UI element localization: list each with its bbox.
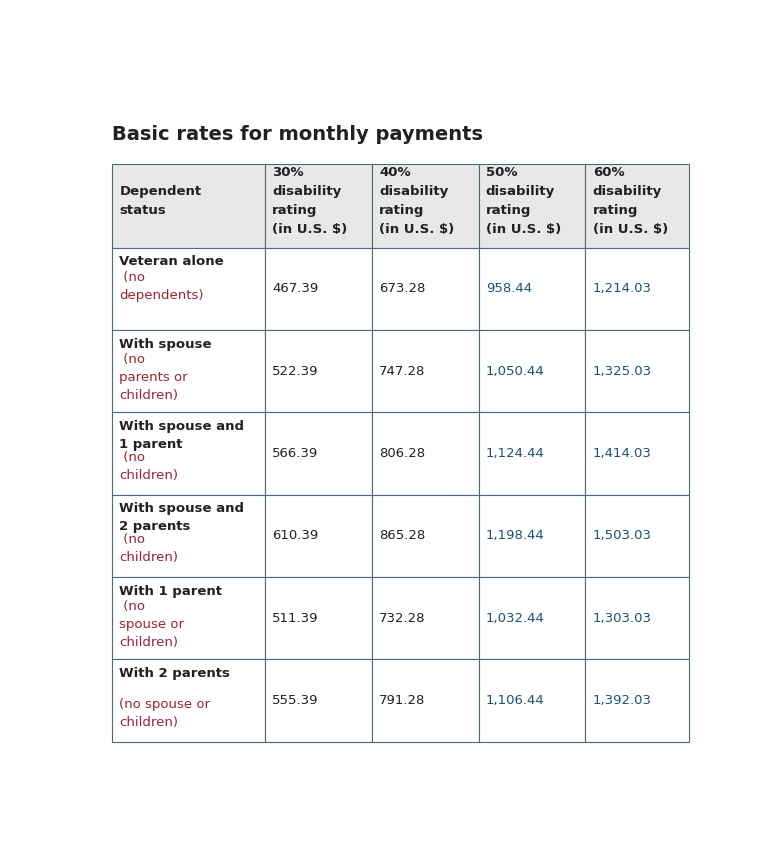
Text: (no
children): (no children) xyxy=(120,533,178,564)
Text: With spouse and
1 parent: With spouse and 1 parent xyxy=(120,420,244,451)
Bar xyxy=(585,164,689,248)
Text: 40%
disability
rating
(in U.S. $): 40% disability rating (in U.S. $) xyxy=(379,166,454,237)
Bar xyxy=(372,659,479,742)
Bar xyxy=(265,248,372,330)
Text: With spouse and
2 parents: With spouse and 2 parents xyxy=(120,503,244,533)
Text: 50%
disability
rating
(in U.S. $): 50% disability rating (in U.S. $) xyxy=(486,166,561,237)
Bar xyxy=(112,164,265,248)
Text: 555.39: 555.39 xyxy=(272,694,319,707)
Bar xyxy=(112,248,265,330)
Bar xyxy=(585,494,689,577)
Bar xyxy=(372,164,479,248)
Text: 467.39: 467.39 xyxy=(272,282,318,295)
Bar xyxy=(112,659,265,742)
Bar xyxy=(479,330,585,412)
Bar xyxy=(585,659,689,742)
Text: 673.28: 673.28 xyxy=(379,282,425,295)
Bar xyxy=(479,659,585,742)
Text: With 2 parents: With 2 parents xyxy=(120,667,230,680)
Text: (no
parents or
children): (no parents or children) xyxy=(120,353,188,402)
Bar xyxy=(372,248,479,330)
Bar xyxy=(265,330,372,412)
Text: 958.44: 958.44 xyxy=(486,282,532,295)
Bar xyxy=(265,659,372,742)
Bar xyxy=(585,248,689,330)
Bar xyxy=(585,330,689,412)
Bar xyxy=(479,248,585,330)
Text: Dependent
status: Dependent status xyxy=(120,186,202,217)
Text: 1,214.03: 1,214.03 xyxy=(593,282,652,295)
Text: 791.28: 791.28 xyxy=(379,694,425,707)
Text: 522.39: 522.39 xyxy=(272,365,319,377)
Text: 1,198.44: 1,198.44 xyxy=(486,529,545,542)
Bar xyxy=(479,412,585,494)
Bar xyxy=(265,494,372,577)
Text: 1,303.03: 1,303.03 xyxy=(593,611,652,625)
Text: 865.28: 865.28 xyxy=(379,529,425,542)
Text: (no
spouse or
children): (no spouse or children) xyxy=(120,600,184,649)
Bar xyxy=(479,577,585,659)
Text: 1,050.44: 1,050.44 xyxy=(486,365,545,377)
Bar xyxy=(265,164,372,248)
Text: 511.39: 511.39 xyxy=(272,611,319,625)
Bar xyxy=(112,577,265,659)
Text: 1,503.03: 1,503.03 xyxy=(593,529,652,542)
Text: 806.28: 806.28 xyxy=(379,447,425,460)
Bar xyxy=(372,577,479,659)
Bar xyxy=(479,494,585,577)
Bar xyxy=(265,412,372,494)
Text: 1,414.03: 1,414.03 xyxy=(593,447,652,460)
Text: Veteran alone: Veteran alone xyxy=(120,255,224,269)
Bar xyxy=(585,412,689,494)
Bar xyxy=(112,412,265,494)
Text: 566.39: 566.39 xyxy=(272,447,318,460)
Bar xyxy=(372,494,479,577)
Bar xyxy=(112,494,265,577)
Bar xyxy=(265,577,372,659)
Text: (no spouse or
children): (no spouse or children) xyxy=(120,698,210,728)
Text: 1,032.44: 1,032.44 xyxy=(486,611,545,625)
Text: (no
children): (no children) xyxy=(120,450,178,482)
Text: Basic rates for monthly payments: Basic rates for monthly payments xyxy=(112,125,483,143)
Bar xyxy=(372,330,479,412)
Text: 30%
disability
rating
(in U.S. $): 30% disability rating (in U.S. $) xyxy=(272,166,348,237)
Text: 60%
disability
rating
(in U.S. $): 60% disability rating (in U.S. $) xyxy=(593,166,668,237)
Text: 1,124.44: 1,124.44 xyxy=(486,447,545,460)
Text: 1,106.44: 1,106.44 xyxy=(486,694,545,707)
Bar xyxy=(479,164,585,248)
Bar xyxy=(112,330,265,412)
Text: 747.28: 747.28 xyxy=(379,365,425,377)
Text: 610.39: 610.39 xyxy=(272,529,318,542)
Text: (no
dependents): (no dependents) xyxy=(120,271,204,302)
Text: With spouse: With spouse xyxy=(120,338,212,351)
Bar xyxy=(585,577,689,659)
Text: 1,325.03: 1,325.03 xyxy=(593,365,652,377)
Text: With 1 parent: With 1 parent xyxy=(120,585,222,598)
Bar xyxy=(372,412,479,494)
Text: 732.28: 732.28 xyxy=(379,611,425,625)
Text: 1,392.03: 1,392.03 xyxy=(593,694,652,707)
